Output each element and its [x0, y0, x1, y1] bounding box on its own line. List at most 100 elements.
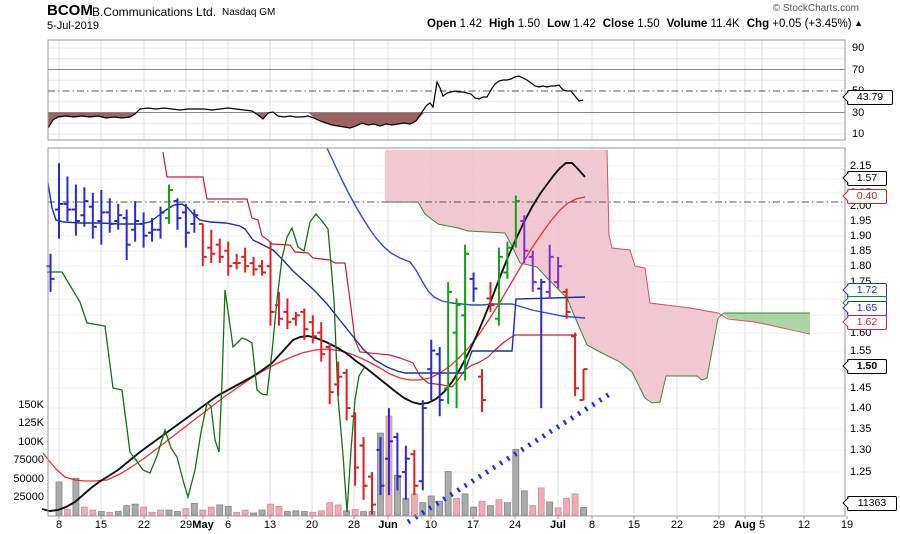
ohlc-bar — [384, 408, 393, 496]
quote-label: Chg — [746, 18, 770, 30]
ohlc-bar — [274, 291, 283, 326]
company-name: B.Communications Ltd. — [92, 5, 217, 19]
quote-label: Close — [602, 18, 635, 30]
ohlc-bar — [334, 361, 343, 397]
x-axis-label: 29 — [712, 519, 726, 531]
ohlc-bar — [241, 247, 250, 273]
volume-bar — [360, 511, 367, 516]
volume-bar — [89, 509, 97, 516]
volume-bar — [140, 506, 148, 516]
volume-bar — [250, 512, 257, 516]
volume-bar — [275, 505, 283, 516]
volume-bar — [537, 487, 545, 516]
ohlc-bar — [198, 222, 207, 267]
ohlc-bar — [342, 369, 351, 421]
volume-bar — [267, 503, 274, 516]
volume-bar — [351, 508, 359, 516]
price-axis-label: 1.75 — [850, 276, 872, 288]
ohlc-bar — [401, 445, 410, 500]
price-axis-label: 1.90 — [850, 230, 872, 242]
rsi-axis-label: 10 — [852, 128, 865, 140]
volume-bar — [520, 490, 528, 516]
axis-value-tag: 1.50 — [841, 359, 887, 374]
ohlc-bar — [562, 288, 571, 319]
quote-value: 11.4K — [707, 18, 740, 30]
price-axis-label: 1.30 — [850, 444, 872, 456]
ohlc-bar — [427, 339, 436, 401]
price-axis-label: 1.60 — [850, 327, 872, 339]
ohlc-bar — [359, 437, 368, 500]
blue-indicator-line — [326, 147, 586, 319]
ohlc-bar — [308, 315, 317, 344]
ohlc-bar — [190, 209, 199, 233]
ohlc-bar — [46, 253, 55, 292]
volume-bar — [402, 497, 410, 516]
ohlc-bar — [351, 412, 360, 486]
x-axis-label: 8 — [588, 519, 596, 531]
copyright: © StockCharts.com — [772, 3, 859, 14]
ohlc-bar — [579, 368, 588, 402]
quote-label: Volume — [666, 18, 708, 30]
x-axis-label: 29 — [179, 519, 193, 531]
volume-bar — [317, 510, 325, 516]
ohlc-bar — [291, 311, 300, 326]
volume-bar — [174, 511, 181, 516]
ohlc-bar — [232, 253, 241, 270]
quote-value: 1.42 — [456, 18, 483, 30]
volume-bar — [97, 511, 105, 516]
ohlc-bar — [55, 163, 63, 239]
volume-bar — [106, 511, 114, 516]
ohlc-bar — [122, 209, 131, 260]
volume-bar — [131, 503, 139, 516]
volume-bar — [580, 507, 587, 516]
x-axis-label: 10 — [424, 519, 438, 531]
red-ma-line — [42, 196, 586, 482]
ohlc-quote-bar: Open 1.42 High 1.50 Low 1.42 Close 1.50 Volu… — [420, 18, 863, 30]
ohlc-bar — [317, 322, 326, 362]
volume-axis-label: 100K — [18, 436, 44, 448]
x-axis-label: Aug — [734, 519, 756, 531]
x-axis-label: 13 — [263, 519, 277, 531]
ohlc-bar — [224, 241, 233, 276]
ohlc-bar — [461, 244, 470, 381]
volume-bar — [241, 509, 249, 516]
ohlc-bar — [114, 203, 123, 230]
axis-value-tag: 43.79 — [841, 90, 893, 105]
volume-bar — [207, 506, 215, 516]
ohlc-bar — [105, 198, 114, 233]
cloud-edge-red — [606, 149, 811, 335]
quote-value: 1.42 — [570, 18, 596, 30]
cloud-edge-green — [385, 201, 810, 404]
volume-bar — [258, 509, 266, 516]
quote-label: Low — [547, 18, 571, 30]
volume-bar — [114, 511, 122, 516]
price-axis-label: 1.25 — [850, 466, 872, 478]
volume-bar — [563, 497, 570, 516]
ichimoku-cloud-green — [723, 313, 810, 333]
volume-bar — [487, 505, 494, 516]
price-axis-label: 1.95 — [850, 215, 872, 227]
volume-bar — [410, 493, 418, 516]
ohlc-bar — [88, 192, 97, 239]
volume-bar — [292, 510, 300, 516]
price-axis-label: 1.35 — [850, 423, 872, 435]
ohlc-bar — [71, 184, 80, 236]
rsi-axis-label: 90 — [852, 42, 865, 54]
volume-axis-label: 25000 — [13, 491, 44, 503]
ichimoku-cloud-pink — [385, 150, 718, 403]
volume-bar — [503, 502, 511, 516]
x-axis-label: 12 — [797, 519, 811, 531]
x-axis-label: 8 — [55, 519, 63, 531]
x-axis-label: 22 — [670, 519, 684, 531]
volume-bar — [284, 511, 291, 516]
volume-bar — [495, 499, 503, 516]
rsi-axis-label: 70 — [852, 64, 865, 76]
volume-bar — [300, 511, 308, 516]
volume-axis-label: 125K — [18, 417, 44, 429]
chart-date: 5-Jul-2019 — [47, 20, 99, 32]
ohlc-bar — [80, 187, 89, 227]
ohlc-bar — [435, 346, 444, 417]
price-axis-label: 1.85 — [850, 245, 872, 257]
volume-bar — [216, 504, 224, 516]
